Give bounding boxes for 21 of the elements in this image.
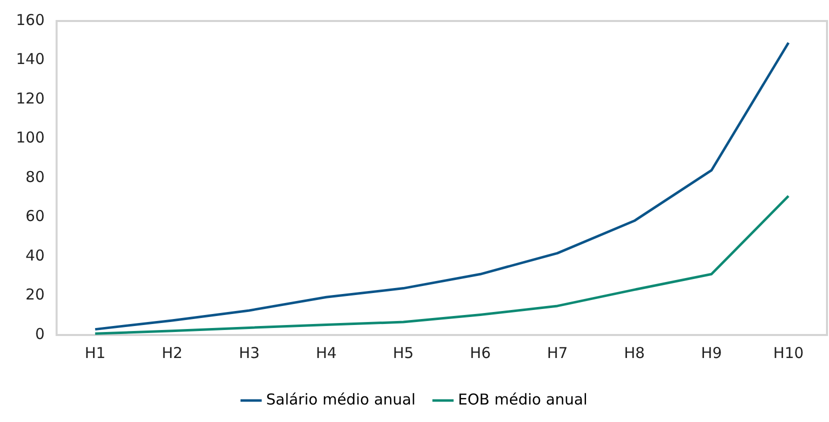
legend-label: EOB médio anual xyxy=(458,390,588,408)
x-tick-label: H1 xyxy=(84,344,106,362)
y-tick-label: 80 xyxy=(26,168,45,186)
y-tick-label: 0 xyxy=(35,324,45,343)
y-tick-label: 120 xyxy=(16,89,45,108)
x-tick-label: H9 xyxy=(701,344,722,362)
x-tick-label: H5 xyxy=(392,344,414,362)
x-tick-label: H3 xyxy=(238,344,260,362)
x-tick-label: H6 xyxy=(470,344,491,362)
y-tick-label: 40 xyxy=(26,246,45,264)
x-tick-label: H2 xyxy=(162,344,183,362)
y-tick-label: 100 xyxy=(16,128,45,147)
y-tick-label: 160 xyxy=(16,10,45,29)
x-tick-label: H8 xyxy=(624,344,645,362)
x-tick-label: H10 xyxy=(773,344,804,362)
y-tick-label: 60 xyxy=(26,207,45,226)
y-tick-label: 20 xyxy=(26,286,45,304)
legend-label: Salário médio anual xyxy=(266,390,416,408)
y-tick-label: 140 xyxy=(16,50,45,68)
x-tick-label: H4 xyxy=(316,344,337,362)
x-tick-label: H7 xyxy=(546,344,568,362)
